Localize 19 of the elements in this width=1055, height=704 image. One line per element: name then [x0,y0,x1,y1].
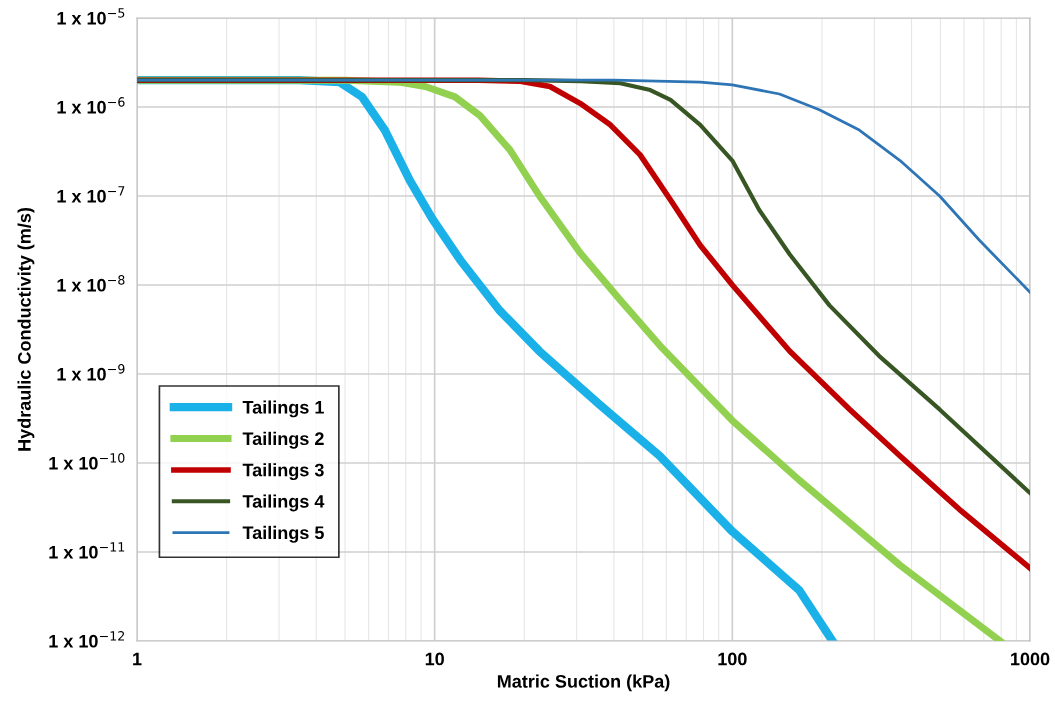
y-tick-label: 1 x 10$^{−12}$ [49,631,125,648]
legend-label: Tailings 5 [242,525,324,543]
x-axis-title: Matric Suction (kPa) [497,674,670,692]
x-tick-label: 10 [425,652,444,666]
y-tick-label: 1 x 10$^{−11}$ [49,542,125,559]
y-tick-label: 1 x 10$^{−7}$ [57,186,125,203]
y-tick-label: 1 x 10$^{−8}$ [57,275,125,292]
legend-label: Tailings 1 [242,400,324,418]
y-tick-label: 1 x 10$^{−10}$ [49,453,125,470]
legend-label: Tailings 4 [242,494,325,512]
y-tick-label: 1 x 10$^{−5}$ [57,8,125,25]
legend-label: Tailings 3 [242,463,324,481]
x-tick-label: 1 [133,652,142,666]
legend-label: Tailings 2 [242,431,324,449]
x-tick-label: 100 [718,652,747,666]
y-axis-title: Hydraulic Conductivity (m/s) [17,207,35,451]
x-tick-label: 1000 [1011,652,1050,666]
y-tick-label: 1 x 10$^{−6}$ [57,97,125,114]
y-tick-label: 1 x 10$^{−9}$ [57,364,125,381]
